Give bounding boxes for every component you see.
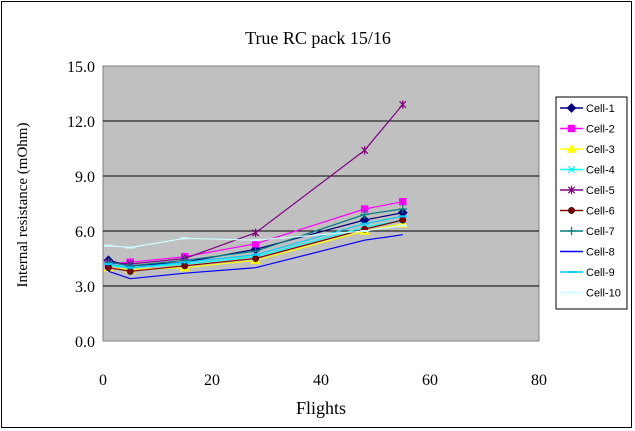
- data-point: [360, 210, 369, 219]
- legend-label: Cell-1: [586, 103, 615, 115]
- data-point: [360, 146, 369, 155]
- legend-item: Cell-6: [560, 206, 615, 218]
- legend-item: Cell-5: [560, 185, 615, 197]
- series-cell-5: [104, 100, 407, 269]
- series-cell-9: [104, 215, 407, 269]
- data-point: [398, 204, 407, 214]
- series-line: [108, 219, 403, 272]
- data-point: [251, 240, 260, 248]
- legend-item: Cell-10: [560, 288, 621, 300]
- series-layer: [103, 100, 408, 280]
- series-line: [108, 234, 403, 280]
- y-tick-label: 6.0: [75, 224, 95, 241]
- y-axis-label: Internal resistance (mOhm): [15, 123, 31, 288]
- data-point: [566, 143, 577, 153]
- y-tick-label: 0.0: [75, 334, 95, 351]
- legend-label: Cell-3: [586, 144, 615, 156]
- legend-label: Cell-7: [586, 226, 615, 238]
- y-tick-label: 3.0: [75, 279, 95, 296]
- legend-box: [555, 96, 628, 310]
- legend-label: Cell-2: [586, 124, 615, 136]
- y-tick-label: 12.0: [67, 114, 95, 131]
- legend-label: Cell-9: [586, 267, 615, 279]
- legend-label: Cell-4: [586, 165, 615, 177]
- legend-item: Cell-7: [560, 226, 615, 238]
- data-point: [399, 216, 407, 224]
- x-tick-label: 20: [204, 372, 220, 389]
- y-axis-ticks: 0.0 3.0 6.0 9.0 12.0 15.0: [67, 59, 95, 351]
- legend-item: Cell-3: [560, 143, 615, 156]
- data-point: [566, 103, 577, 113]
- legend-label: Cell-8: [586, 247, 615, 259]
- legend-label: Cell-6: [586, 206, 615, 218]
- data-point: [567, 165, 576, 174]
- data-point: [567, 185, 576, 195]
- plot-area: [102, 65, 540, 342]
- legend-label: Cell-5: [586, 185, 615, 197]
- data-point: [568, 207, 575, 214]
- data-point: [399, 197, 407, 206]
- legend: Cell-1 Cell-2 Cell-3 Cell-4 Cell-5 Cell-6 Cell…: [555, 96, 628, 310]
- x-tick-label: 80: [531, 372, 547, 389]
- legend-item: Cell-1: [560, 103, 615, 115]
- data-point: [399, 100, 407, 109]
- legend-label: Cell-10: [586, 288, 621, 300]
- x-tick-label: 60: [422, 372, 438, 389]
- series-line: [108, 208, 403, 267]
- legend-item: Cell-8: [560, 247, 615, 259]
- x-tick-label: 40: [313, 372, 329, 389]
- data-point: [567, 124, 576, 133]
- data-point: [567, 226, 576, 236]
- legend-item: Cell-2: [560, 124, 615, 136]
- data-point: [251, 228, 260, 238]
- grid-lines: [103, 120, 539, 287]
- legend-item: Cell-9: [560, 267, 615, 279]
- chart-title: True RC pack 15/16: [245, 28, 391, 48]
- legend-item: Cell-4: [560, 165, 615, 177]
- series-cell-8: [108, 234, 403, 280]
- x-axis-ticks: 0 20 40 60 80: [99, 372, 547, 389]
- data-point: [252, 255, 260, 262]
- x-axis-label: Flights: [296, 398, 346, 418]
- series-line: [108, 104, 404, 265]
- y-tick-label: 15.0: [67, 59, 95, 76]
- x-tick-label: 0: [99, 372, 107, 389]
- y-tick-label: 9.0: [75, 169, 95, 186]
- series-cell-10: [104, 224, 407, 249]
